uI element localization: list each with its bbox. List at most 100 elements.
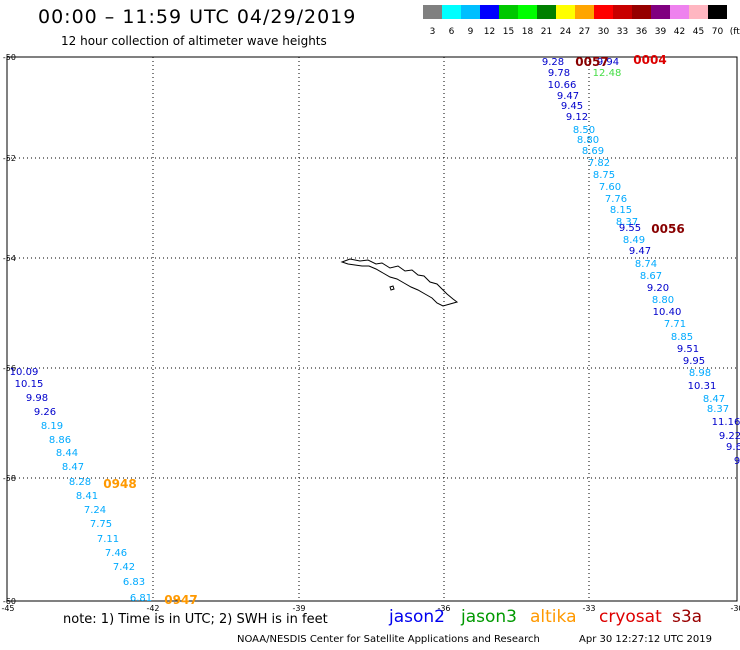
swh-value-label: 9.22 (719, 431, 740, 442)
islet-outline (389, 285, 395, 291)
legend-label: 27 (578, 27, 591, 37)
swh-value-label: 9.6 (726, 442, 740, 453)
legend-s3a: s3a (672, 607, 703, 627)
legend-label: 70 (711, 27, 724, 37)
swh-value-label: 9.12 (566, 112, 588, 123)
legend-swatch (461, 5, 480, 19)
swh-value-label: 9.20 (647, 283, 669, 294)
track-time-label: 0004 (633, 53, 666, 67)
legend-swatch (499, 5, 518, 19)
credit-text: NOAA/NESDIS Center for Satellite Applica… (237, 634, 540, 645)
timestamp-text: Apr 30 12:27:12 UTC 2019 (579, 634, 712, 645)
swh-value-label: 7.60 (599, 182, 621, 193)
legend-swatch (613, 5, 632, 19)
swh-value-label: 8.28 (69, 477, 91, 488)
legend-cryosat: cryosat (599, 607, 662, 627)
legend-swatch (594, 5, 613, 19)
swh-value-label: 8.75 (593, 170, 615, 181)
legend-label: 45 (692, 27, 705, 37)
lon-tick-label: -42 (146, 604, 159, 613)
legend-swatch (708, 5, 727, 19)
legend-swatch (556, 5, 575, 19)
swh-value-label: 10.40 (653, 307, 682, 318)
footer-note: note: 1) Time is in UTC; 2) SWH is in fe… (63, 612, 328, 627)
legend-swatch (480, 5, 499, 19)
legend-swatch (442, 5, 461, 19)
swh-value-label: 7.24 (84, 505, 106, 516)
lat-tick-label: -58 (3, 474, 16, 483)
legend-label: 42 (673, 27, 686, 37)
swh-value-label: 8.37 (707, 404, 729, 415)
swh-value-label: 8.50 (573, 125, 595, 136)
swh-value-label: 8.44 (56, 448, 78, 459)
track-time-label: 0056 (651, 222, 684, 236)
page-subtitle: 12 hour collection of altimeter wave hei… (61, 34, 327, 48)
legend-swatch (537, 5, 556, 19)
legend-swatch (423, 5, 442, 19)
swh-value-label: 8.69 (582, 146, 604, 157)
page-title: 00:00 – 11:59 UTC 04/29/2019 (38, 6, 357, 28)
swh-value-label: 10.31 (688, 381, 717, 392)
swh-value-label: 8.86 (49, 435, 71, 446)
swh-value-label: 7.82 (588, 158, 610, 169)
swh-value-label: 9 (734, 456, 740, 467)
legend-label: 39 (654, 27, 667, 37)
swh-value-label: 8.74 (635, 259, 657, 270)
lat-tick-label: -52 (3, 154, 16, 163)
lon-tick-label: -33 (582, 604, 595, 613)
swh-value-label: 10.15 (15, 379, 44, 390)
swh-value-label: 11.16 (712, 417, 740, 428)
swh-value-label: 9.98 (26, 393, 48, 404)
swh-value-label: 8.47 (703, 394, 725, 405)
swh-value-label: 9.26 (34, 407, 56, 418)
legend-swatch (632, 5, 651, 19)
track-time-label: 0947 (164, 593, 197, 607)
swh-value-label: 8.49 (623, 235, 645, 246)
swh-value-label: 9.45 (561, 101, 583, 112)
lon-tick-label: -30 (730, 604, 740, 613)
lon-tick-label: -45 (1, 604, 14, 613)
swh-value-label: 7.76 (605, 194, 627, 205)
swh-value-label: 8.15 (610, 205, 632, 216)
swh-value-label: 8.98 (689, 368, 711, 379)
legend-label: 36 (635, 27, 648, 37)
swh-value-label: 12.48 (593, 68, 622, 79)
swh-value-label: 10.09 (10, 367, 39, 378)
legend-swatch (670, 5, 689, 19)
island-outline (340, 258, 459, 307)
lat-tick-label: -60 (3, 597, 16, 606)
swh-value-label: 8.19 (41, 421, 63, 432)
swh-value-label: 8.80 (652, 295, 674, 306)
legend-altika: altika (530, 607, 577, 627)
swh-value-label: 9.55 (619, 223, 641, 234)
legend-label: 30 (597, 27, 610, 37)
swh-value-label: 6.81 (130, 593, 152, 604)
swh-value-label: 10.66 (548, 80, 577, 91)
swh-value-label: 8.41 (76, 491, 98, 502)
swh-value-label: 7.11 (97, 534, 119, 545)
legend-jason3: jason3 (461, 607, 517, 627)
swh-value-label: 9.95 (683, 356, 705, 367)
swh-value-label: 9.78 (548, 68, 570, 79)
legend-label: 18 (521, 27, 534, 37)
legend-label: 12 (483, 27, 496, 37)
swh-value-label: 9.47 (629, 246, 651, 257)
legend-label: 9 (467, 27, 474, 37)
legend-label: 6 (448, 27, 455, 37)
swh-value-label: 9.94 (597, 57, 619, 68)
map-frame (6, 56, 738, 602)
swh-value-label: 7.71 (664, 319, 686, 330)
legend-label: 15 (502, 27, 515, 37)
legend-label: 24 (559, 27, 572, 37)
legend-swatch (689, 5, 708, 19)
legend-label: 33 (616, 27, 629, 37)
legend-swatch (518, 5, 537, 19)
legend-swatch (651, 5, 670, 19)
swh-value-label: 8.37 (616, 217, 638, 228)
lat-tick-label: -56 (3, 364, 16, 373)
lat-tick-label: -54 (3, 254, 16, 263)
swh-value-label: 8.85 (671, 332, 693, 343)
swh-value-label: 6.83 (123, 577, 145, 588)
